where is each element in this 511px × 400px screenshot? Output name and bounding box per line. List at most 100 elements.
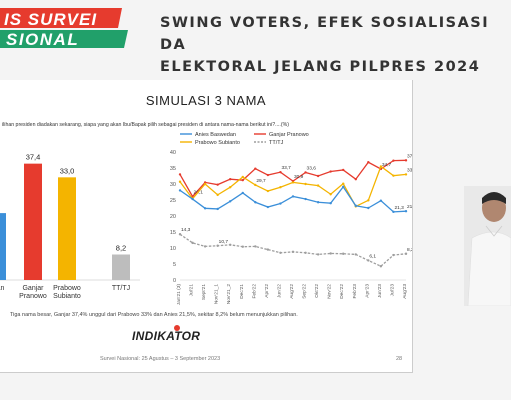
series-point — [392, 159, 395, 162]
bar-3 — [112, 254, 130, 280]
survey-question: ilihan presiden diadakan sekarang, siapa… — [2, 122, 289, 128]
data-label: 6,1 — [369, 253, 376, 259]
series-point — [191, 241, 194, 245]
x-tick-label: Sept'21 — [201, 284, 207, 300]
series-point — [342, 252, 345, 255]
series-point — [178, 189, 182, 192]
series-point — [279, 202, 282, 205]
series-point — [367, 161, 370, 164]
data-label: 34,7 — [382, 162, 392, 168]
page-number: 28 — [396, 356, 403, 362]
y-tick-label: 30 — [170, 182, 176, 188]
survey-logo: IS SURVEI SIONAL — [0, 0, 133, 52]
data-label: 10,7 — [219, 239, 229, 245]
data-label: 21,5 — [407, 204, 412, 210]
brand-logo: INDIKATOR — [132, 329, 201, 343]
series-point — [379, 265, 383, 268]
series-point — [342, 168, 345, 172]
series-point — [354, 253, 357, 256]
data-label: 33,7 — [281, 165, 291, 171]
series-point — [367, 199, 370, 202]
series-point — [279, 186, 282, 189]
series-point — [367, 259, 370, 262]
data-label: 33,0 — [407, 167, 412, 173]
y-tick-label: 5 — [173, 262, 176, 268]
series-point — [392, 253, 395, 257]
presenter-hair — [482, 192, 506, 204]
series-line — [179, 165, 407, 208]
series-point — [229, 200, 232, 203]
slide-footer: Survei Nasional: 25 Agustus – 3 Septembe… — [100, 356, 221, 362]
presenter-shirt — [467, 231, 511, 306]
logo-red-band — [0, 8, 122, 28]
series-point — [342, 182, 345, 185]
series-point — [354, 204, 357, 207]
series-point — [404, 210, 408, 213]
bar-category-label: Pranowo — [19, 293, 47, 300]
series-point — [329, 202, 332, 205]
data-label: 30,9 — [294, 174, 304, 180]
x-tick-label: Nov'22 — [327, 284, 333, 299]
series-point — [216, 183, 219, 186]
series-point — [354, 178, 357, 181]
logo-line1: IS SURVEI — [4, 10, 97, 29]
series-point — [254, 245, 257, 248]
data-label: 33,6 — [307, 165, 317, 171]
bar-category-label: TT/TJ — [112, 285, 130, 292]
series-point — [203, 207, 207, 210]
summary-text: Tiga nama besar, Ganjar 37,4% unggul dar… — [10, 312, 298, 318]
series-point — [216, 244, 219, 247]
y-tick-label: 0 — [173, 278, 176, 284]
series-point — [291, 195, 295, 198]
series-point — [266, 205, 270, 209]
x-tick-label: Jul'21 — [189, 284, 195, 297]
x-tick-label: Jun'22 — [276, 284, 282, 298]
legend-label: Prabowo Subianto — [195, 140, 240, 146]
series-point — [241, 191, 244, 195]
series-point — [304, 182, 307, 186]
bar-category-label: Subianto — [53, 293, 81, 300]
series-point — [203, 182, 207, 186]
presenter-video — [464, 186, 511, 306]
series-point — [191, 197, 194, 201]
data-label: 8,2 — [407, 247, 412, 253]
brand-dot-icon — [174, 325, 180, 331]
series-point — [266, 173, 270, 177]
bar-1 — [24, 163, 42, 280]
x-tick-label: Feb'23 — [352, 284, 358, 299]
x-tick-label: Nov'21_2 — [226, 284, 232, 304]
x-tick-label: Jun'23 — [377, 284, 383, 298]
x-tick-label: Nov'21_1 — [214, 284, 220, 304]
line-chart: Anies Baswedan Ganjar Pranowo Prabowo Subi… — [170, 132, 412, 305]
series-point — [279, 170, 282, 174]
series-point — [254, 167, 257, 170]
headline: SWING VOTERS, EFEK SOSIALISASI DA ELEKTO… — [160, 12, 511, 78]
bar-category-label: Ganjar — [22, 285, 44, 292]
series-point — [316, 253, 320, 256]
series-point — [379, 199, 383, 202]
presentation-slide: SIMULASI 3 NAMA ilihan presiden diadakan… — [0, 80, 413, 373]
x-tick-label: Apr'22 — [264, 284, 270, 298]
series-point — [178, 233, 182, 236]
y-tick-label: 35 — [170, 166, 176, 172]
data-label: 37,4 — [407, 153, 412, 159]
series-point — [241, 178, 244, 182]
bar-value-label: 33,0 — [60, 166, 75, 175]
y-tick-label: 20 — [170, 214, 176, 220]
series-point — [266, 189, 270, 193]
x-tick-label: Okt'22 — [314, 284, 320, 298]
x-tick-label: Feb'22 — [251, 284, 257, 299]
series-point — [367, 206, 370, 210]
x-tick-label: Dec'22 — [339, 284, 345, 299]
series-point — [241, 175, 244, 179]
series-point — [329, 193, 332, 196]
series-point — [229, 186, 232, 189]
bar-value-label: 37,4 — [26, 153, 41, 162]
series-point — [304, 251, 307, 254]
series-point — [291, 250, 295, 254]
series-point — [392, 210, 395, 214]
x-tick-label: Aug'22 — [289, 284, 295, 299]
series-point — [216, 207, 219, 211]
series-point — [316, 201, 320, 204]
